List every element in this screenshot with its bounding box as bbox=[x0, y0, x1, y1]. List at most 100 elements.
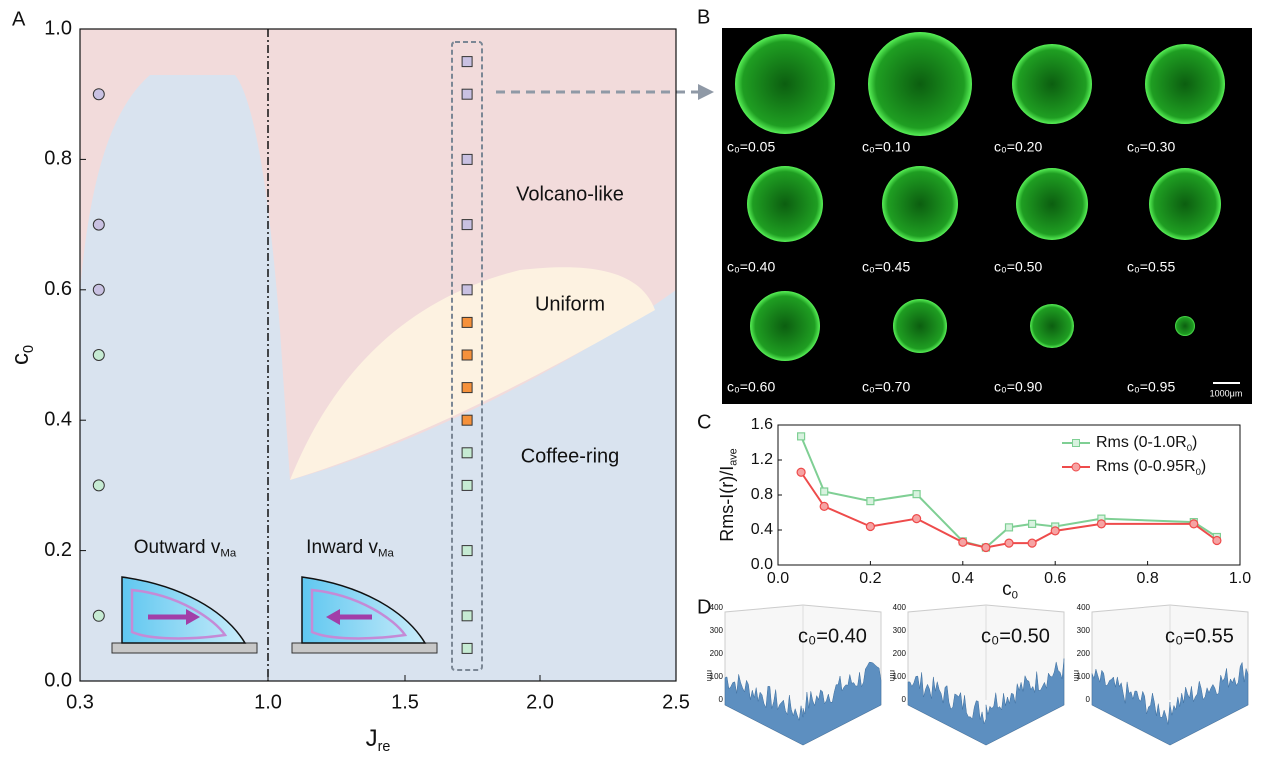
x-axis-label-sub: 0 bbox=[1012, 590, 1018, 602]
z-tick-label: 100 bbox=[1077, 672, 1091, 681]
y-tick-label: 1.0 bbox=[44, 17, 72, 39]
data-point bbox=[796, 432, 806, 441]
z-tick-label: 100 bbox=[710, 672, 724, 681]
x-tick-label: 0.8 bbox=[1136, 570, 1158, 587]
x-tick-label: 0.6 bbox=[1044, 570, 1066, 587]
x-tick-label: 0.3 bbox=[66, 691, 94, 713]
data-point bbox=[92, 349, 105, 361]
x-axis-label-main: J bbox=[366, 725, 378, 752]
z-axis-label: nm bbox=[705, 670, 714, 681]
series-line bbox=[800, 435, 1218, 549]
data-point bbox=[865, 521, 876, 532]
annotation-main: Inward v bbox=[306, 537, 378, 558]
panel-label: D bbox=[697, 596, 711, 618]
panel-label: C bbox=[697, 411, 711, 433]
data-point bbox=[461, 414, 473, 426]
data-point bbox=[1096, 519, 1107, 529]
legend-label: Rms (0-0.95R0) bbox=[1096, 458, 1206, 477]
annotation-sub: Ma bbox=[220, 548, 236, 560]
legend-label-end: ) bbox=[1192, 434, 1197, 451]
image-label: c₀=0.20 bbox=[994, 139, 1042, 155]
image-label: c₀=0.55 bbox=[1127, 259, 1175, 275]
y-tick-label: 0.8 bbox=[44, 148, 72, 170]
x-tick-label: 1.0 bbox=[254, 691, 282, 713]
x-tick-label: 2.0 bbox=[526, 691, 554, 713]
image-label: c₀=0.45 bbox=[862, 259, 910, 275]
region-uniform bbox=[290, 267, 655, 480]
data-point bbox=[461, 284, 473, 296]
y-tick-label: 0.8 bbox=[751, 486, 773, 503]
y-tick-label: 0.0 bbox=[44, 669, 72, 691]
data-point bbox=[1050, 526, 1060, 536]
annotation: Uniform bbox=[535, 293, 605, 315]
data-point bbox=[461, 349, 473, 361]
z-tick-label: 0 bbox=[902, 695, 907, 704]
data-point bbox=[461, 88, 473, 100]
surface bbox=[1091, 661, 1249, 746]
data-point bbox=[92, 609, 105, 622]
image-label: c₀=0.40 bbox=[727, 259, 775, 275]
data-point bbox=[92, 88, 105, 101]
image-label: c₀=0.60 bbox=[727, 379, 775, 395]
image-label: c₀=0.95 bbox=[1127, 379, 1175, 395]
data-point bbox=[92, 479, 105, 492]
z-tick-label: 300 bbox=[1077, 626, 1091, 635]
data-point bbox=[820, 487, 829, 496]
x-tick-label: 0.0 bbox=[767, 570, 789, 587]
data-point bbox=[461, 610, 473, 622]
series-line bbox=[800, 471, 1218, 549]
y-tick-label: 0.2 bbox=[44, 539, 72, 561]
y-tick-label: 0.4 bbox=[44, 408, 72, 430]
x-tick-label: 1.5 bbox=[391, 691, 419, 713]
plot-label: c₀=0.55 bbox=[1165, 625, 1234, 647]
z-tick-label: 200 bbox=[710, 649, 724, 658]
droplet-image bbox=[1012, 44, 1092, 124]
z-tick-label: 0 bbox=[1086, 695, 1091, 704]
y-axis-label-sub: 0 bbox=[21, 345, 37, 353]
z-tick-label: 200 bbox=[893, 649, 907, 658]
x-axis-label: c0 bbox=[1002, 579, 1018, 602]
droplet-image bbox=[735, 34, 835, 134]
data-point bbox=[958, 537, 968, 547]
highlight-box bbox=[451, 41, 483, 671]
data-point bbox=[819, 501, 829, 511]
droplet-image bbox=[882, 166, 958, 242]
panel-label: B bbox=[697, 6, 710, 28]
data-point bbox=[796, 467, 806, 477]
data-point bbox=[461, 316, 473, 328]
x-tick-label: 1.0 bbox=[1229, 570, 1251, 587]
data-point bbox=[461, 382, 473, 394]
image-label: c₀=0.90 bbox=[994, 379, 1042, 395]
z-tick-label: 100 bbox=[893, 672, 907, 681]
data-point bbox=[461, 642, 473, 654]
x-tick-label: 0.4 bbox=[952, 570, 974, 587]
droplet-image bbox=[1145, 44, 1225, 124]
annotation-main: Outward v bbox=[134, 537, 221, 558]
annotation-sub: Ma bbox=[378, 548, 394, 560]
image-label: c₀=0.30 bbox=[1127, 139, 1175, 155]
arrow-head bbox=[698, 84, 714, 100]
data-point bbox=[1004, 538, 1014, 548]
legend-label-sub: 0 bbox=[1187, 442, 1192, 453]
data-point bbox=[1027, 538, 1037, 548]
z-tick-label: 200 bbox=[1077, 649, 1091, 658]
data-point bbox=[461, 56, 473, 68]
data-point bbox=[912, 490, 921, 499]
plot-label: c₀=0.50 bbox=[981, 625, 1050, 647]
annotation: Volcano-like bbox=[516, 183, 624, 205]
droplet-image bbox=[1149, 168, 1221, 240]
annotation: Inward vMa bbox=[306, 537, 394, 560]
droplet-image bbox=[1016, 168, 1088, 240]
data-point bbox=[1189, 519, 1199, 529]
data-point bbox=[92, 283, 105, 296]
data-point bbox=[1027, 519, 1037, 528]
droplet-image bbox=[747, 166, 823, 242]
legend-marker bbox=[1071, 462, 1081, 472]
region-coffee-ring bbox=[80, 75, 676, 681]
data-point bbox=[866, 497, 875, 506]
panel-label: A bbox=[12, 8, 26, 30]
data-point bbox=[461, 153, 473, 165]
droplet-image bbox=[1175, 316, 1195, 336]
surface bbox=[907, 658, 1065, 746]
z-tick-label: 400 bbox=[1077, 603, 1091, 612]
